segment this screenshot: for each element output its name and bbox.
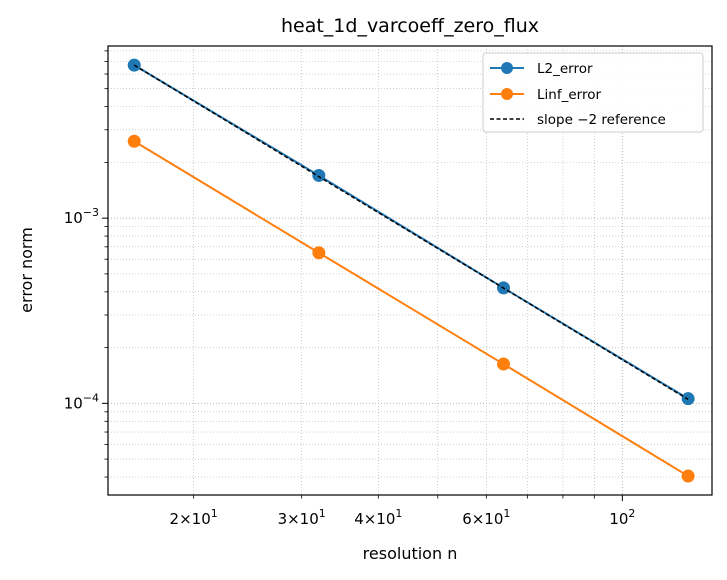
legend-label-slope-reference: slope −2 reference [537,112,666,128]
legend-marker-l2-error [501,62,513,74]
legend-marker-linf-error [501,88,513,100]
x-tick-label: 4×101 [354,507,402,528]
legend-label-l2-error: L2_error [537,61,593,77]
series-layer [127,58,695,483]
x-axis-title: resolution n [363,544,458,563]
data-point-linf-error [127,134,141,148]
axis-ticks: 2×101 3×101 4×101 6×101 102 10−3 10−4 [64,50,635,528]
data-point-l2-error [312,168,326,182]
data-point-linf-error [496,357,510,371]
chart-title: heat_1d_varcoeff_zero_flux [281,15,539,37]
x-tick-label: 2×101 [170,507,218,528]
x-tick-label: 6×101 [462,507,510,528]
data-point-linf-error [681,469,695,483]
data-point-linf-error [312,246,326,260]
x-tick-label: 102 [609,507,635,528]
legend: L2_error Linf_error slope −2 reference [482,52,704,133]
legend-label-linf-error: Linf_error [537,87,601,103]
y-tick-label: 10−3 [64,206,99,227]
y-tick-label: 10−4 [64,391,99,412]
x-tick-label: 3×101 [278,507,326,528]
series-line-slope-2-reference [133,64,689,401]
y-axis-title: error norm [17,227,36,313]
series-line-linf-error [133,140,689,477]
plot-frame [107,45,713,496]
legend-frame [482,52,704,133]
